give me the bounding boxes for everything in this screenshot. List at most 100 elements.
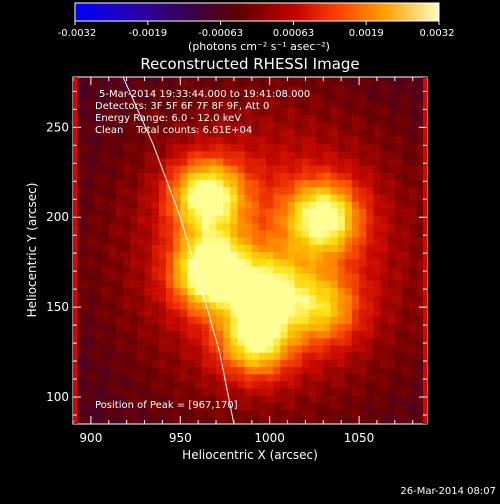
heatmap-cell xyxy=(173,77,181,80)
heatmap-cell xyxy=(258,251,267,260)
heatmap-cell xyxy=(173,316,181,324)
heatmap-cell xyxy=(201,359,210,368)
heatmap-cell xyxy=(173,409,181,418)
heatmap-cell xyxy=(258,78,267,87)
heatmap-cell xyxy=(287,344,296,353)
heatmap-cell xyxy=(387,344,396,353)
heatmap-cell xyxy=(359,352,367,360)
heatmap-cell xyxy=(137,373,146,382)
heatmap-cell xyxy=(130,416,138,424)
heatmap-cell xyxy=(387,157,396,166)
heatmap-cell xyxy=(344,172,353,181)
heatmap-cell xyxy=(201,78,210,87)
heatmap-cell xyxy=(194,395,203,404)
heatmap-cell xyxy=(144,416,153,424)
heatmap-cell xyxy=(244,129,253,137)
heatmap-cell xyxy=(194,129,203,137)
heatmap-cell xyxy=(237,93,246,101)
heatmap-cell xyxy=(394,330,403,339)
heatmap-cell xyxy=(137,280,146,288)
heatmap-cell xyxy=(80,402,88,411)
heatmap-cell xyxy=(301,229,310,238)
heatmap-cell xyxy=(258,93,267,101)
heatmap-cell xyxy=(101,388,110,396)
heatmap-cell xyxy=(223,344,231,353)
heatmap-cell xyxy=(123,157,131,166)
heatmap-cell xyxy=(201,280,210,288)
heatmap-cell xyxy=(80,77,88,80)
heatmap-cell xyxy=(280,272,289,281)
heatmap-cell xyxy=(87,136,96,145)
heatmap-cell xyxy=(223,301,231,310)
heatmap-cell xyxy=(115,129,124,137)
heatmap-cell xyxy=(316,359,324,368)
heatmap-cell xyxy=(208,409,217,418)
heatmap-cell xyxy=(137,157,146,166)
heatmap-cell xyxy=(230,395,239,404)
heatmap-cell xyxy=(344,179,353,188)
heatmap-cell xyxy=(87,244,96,252)
heatmap-cell xyxy=(216,258,224,267)
heatmap-cell xyxy=(223,193,231,202)
heatmap-cell xyxy=(330,208,339,217)
heatmap-cell xyxy=(208,359,217,368)
heatmap-cell xyxy=(158,237,167,245)
heatmap-cell xyxy=(323,265,332,274)
heatmap-cell xyxy=(373,157,382,166)
heatmap-cell xyxy=(280,193,289,202)
heatmap-cell xyxy=(237,208,246,217)
heatmap-cell xyxy=(87,237,96,245)
heatmap-cell xyxy=(380,251,389,260)
heatmap-cell xyxy=(409,215,417,224)
heatmap-cell xyxy=(180,258,189,267)
heatmap-cell xyxy=(216,301,224,310)
heatmap-cell xyxy=(344,359,353,368)
heatmap-cell xyxy=(401,114,410,123)
heatmap-cell xyxy=(165,237,174,245)
heatmap-cell xyxy=(351,77,360,80)
heatmap-cell xyxy=(301,85,310,94)
heatmap-cell xyxy=(216,316,224,324)
heatmap-cell xyxy=(108,359,117,368)
heatmap-cell xyxy=(158,323,167,332)
heatmap-cell xyxy=(80,143,88,152)
heatmap-cell xyxy=(80,201,88,209)
heatmap-cell xyxy=(237,337,246,346)
colorbar: -0.0032 -0.0019 -0.00063 0.00063 0.0019 0.003… xyxy=(58,2,455,53)
heatmap-cell xyxy=(251,157,260,166)
heatmap-cell xyxy=(244,244,253,252)
heatmap-cell xyxy=(173,337,181,346)
heatmap-cell xyxy=(344,409,353,418)
heatmap-cell xyxy=(208,287,217,296)
heatmap-cell xyxy=(180,388,189,396)
heatmap-cell xyxy=(251,373,260,382)
heatmap-cell xyxy=(394,272,403,281)
heatmap-cell xyxy=(151,265,160,274)
heatmap-cell xyxy=(401,165,410,173)
heatmap-cell xyxy=(137,77,146,80)
heatmap-cell xyxy=(187,308,196,317)
heatmap-cell xyxy=(101,330,110,339)
heatmap-cell xyxy=(101,93,110,101)
heatmap-cell xyxy=(380,150,389,159)
heatmap-cell xyxy=(151,352,160,360)
heatmap-cell xyxy=(387,316,396,324)
heatmap-cell xyxy=(87,301,96,310)
heatmap-cell xyxy=(244,272,253,281)
heatmap-cell xyxy=(380,409,389,418)
heatmap-cell xyxy=(251,78,260,87)
heatmap-cell xyxy=(294,352,303,360)
heatmap-cell xyxy=(244,402,253,411)
heatmap-cell xyxy=(216,265,224,274)
heatmap-cell xyxy=(366,193,374,202)
heatmap-cell xyxy=(394,201,403,209)
heatmap-cell xyxy=(130,157,138,166)
heatmap-cell xyxy=(280,395,289,404)
frame-marker-left xyxy=(73,77,77,424)
heatmap-cell xyxy=(387,165,396,173)
heatmap-cell xyxy=(194,359,203,368)
heatmap-cell xyxy=(223,150,231,159)
heatmap-cell xyxy=(380,402,389,411)
heatmap-cell xyxy=(94,77,103,80)
